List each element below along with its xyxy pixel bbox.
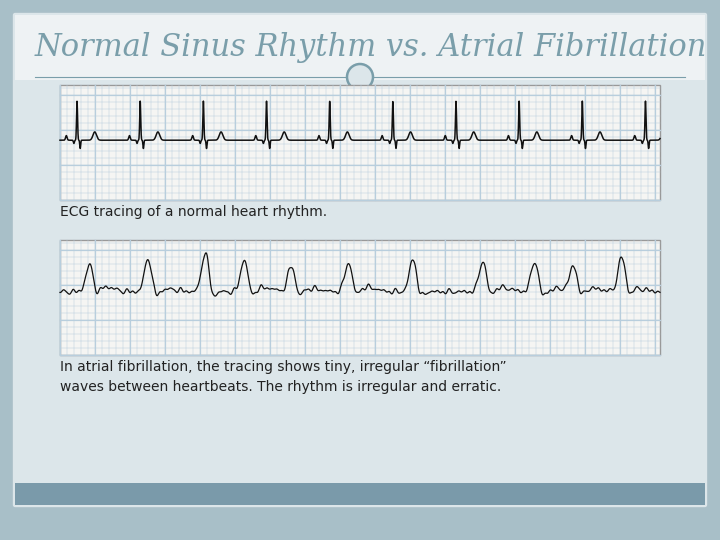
Bar	[60, 85, 660, 200]
Text: Normal Sinus Rhythm vs. Atrial Fibrillation: Normal Sinus Rhythm vs. Atrial Fibrillat…	[35, 32, 707, 63]
FancyBboxPatch shape	[12, 12, 708, 508]
Bar	[15, 483, 705, 505]
Text: ECG tracing of a normal heart rhythm.: ECG tracing of a normal heart rhythm.	[60, 205, 327, 219]
Circle shape	[347, 64, 373, 90]
Bar	[15, 15, 705, 80]
Bar	[60, 240, 660, 355]
Text: In atrial fibrillation, the tracing shows tiny, irregular “fibrillation”
waves b: In atrial fibrillation, the tracing show…	[60, 360, 507, 394]
